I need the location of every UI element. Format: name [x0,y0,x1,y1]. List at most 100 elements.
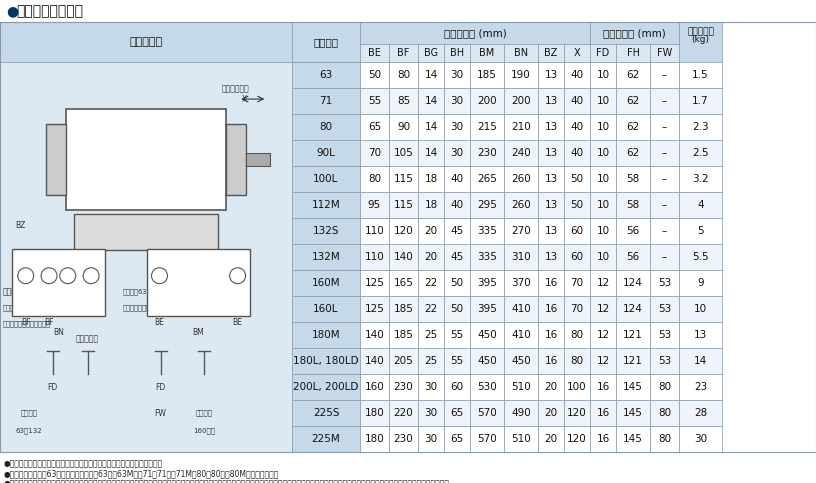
Bar [389,374,418,400]
Text: 185: 185 [477,70,497,80]
Bar [470,426,504,452]
Text: 40: 40 [570,122,583,132]
Text: 185: 185 [393,330,414,340]
Text: 14: 14 [424,122,437,132]
Bar [418,44,444,62]
Bar [650,244,679,270]
Bar [616,296,650,322]
Bar [360,44,389,62]
Text: 395: 395 [477,278,497,288]
Text: –: – [662,200,667,210]
Bar [679,62,722,88]
Text: BM: BM [479,48,494,58]
Bar [470,348,504,374]
Text: ベース寸法 (mm): ベース寸法 (mm) [444,28,507,38]
Text: 58: 58 [627,200,640,210]
Text: 13: 13 [694,330,707,340]
Text: –: – [662,226,667,236]
Text: 40: 40 [570,96,583,106]
Text: 22: 22 [424,278,437,288]
Bar [418,192,444,218]
Bar [389,348,418,374]
Bar [444,140,470,166]
Text: 4: 4 [697,200,704,210]
Bar [504,192,538,218]
Bar [292,22,360,62]
Bar [650,166,679,192]
Text: –: – [662,252,667,262]
Text: 9: 9 [697,278,704,288]
Bar [418,166,444,192]
Bar [616,62,650,88]
Text: 265: 265 [477,174,497,184]
Text: 132M: 132M [312,252,340,262]
Text: 140: 140 [365,330,384,340]
Bar [590,270,616,296]
Text: 230: 230 [393,434,414,444]
Text: 5: 5 [697,226,704,236]
Bar [11,249,105,315]
Text: 2.3: 2.3 [692,122,709,132]
Bar [650,114,679,140]
Text: 30: 30 [450,96,463,106]
Bar [389,270,418,296]
Text: 5.5: 5.5 [692,252,709,262]
Text: 60: 60 [570,252,583,262]
Text: 20: 20 [544,434,557,444]
Bar [616,322,650,348]
Bar [0,62,292,452]
Bar [418,140,444,166]
Bar [0,22,292,62]
Text: 110: 110 [365,226,384,236]
Bar [444,374,470,400]
Bar [292,270,360,296]
Bar [504,140,538,166]
Text: 160M: 160M [312,278,340,288]
Bar [360,374,389,400]
Text: 45: 45 [450,252,463,262]
Text: 18: 18 [424,174,437,184]
Bar [538,270,564,296]
Bar [418,400,444,426]
Text: 60: 60 [450,382,463,392]
Text: 160L: 160L [313,304,339,314]
Bar [389,426,418,452]
Bar [650,374,679,400]
Bar [147,249,250,315]
Text: 510: 510 [511,382,531,392]
Text: 125: 125 [365,278,384,288]
Bar [470,296,504,322]
Text: ●基礎ボルトは付属致しません。必要な場合はご購入前にご指定ください。: ●基礎ボルトは付属致しません。必要な場合はご購入前にご指定ください。 [4,459,163,469]
Bar [564,270,590,296]
Text: 80: 80 [397,70,410,80]
Bar [0,22,816,452]
Text: 55: 55 [368,96,381,106]
Bar [590,114,616,140]
Bar [444,348,470,374]
Text: –: – [662,122,667,132]
Text: わく番号: わく番号 [313,37,339,47]
Text: 125: 125 [365,304,384,314]
Text: 80: 80 [658,382,671,392]
Text: 16: 16 [596,382,610,392]
Bar [226,124,246,195]
Text: 13: 13 [544,122,557,132]
Text: 12: 12 [596,356,610,366]
Bar [616,348,650,374]
Bar [360,400,389,426]
Bar [504,400,538,426]
Bar [564,140,590,166]
Bar [679,22,722,62]
Bar [389,88,418,114]
Text: わく番号: わく番号 [196,410,213,416]
Text: 40: 40 [570,148,583,158]
Bar [650,218,679,244]
Text: 50: 50 [570,200,583,210]
Text: 62: 62 [627,148,640,158]
Text: 13: 13 [544,148,557,158]
Text: 40: 40 [450,200,463,210]
Circle shape [18,268,33,284]
Text: 3.2: 3.2 [692,174,709,184]
Bar [538,374,564,400]
Bar [292,374,360,400]
